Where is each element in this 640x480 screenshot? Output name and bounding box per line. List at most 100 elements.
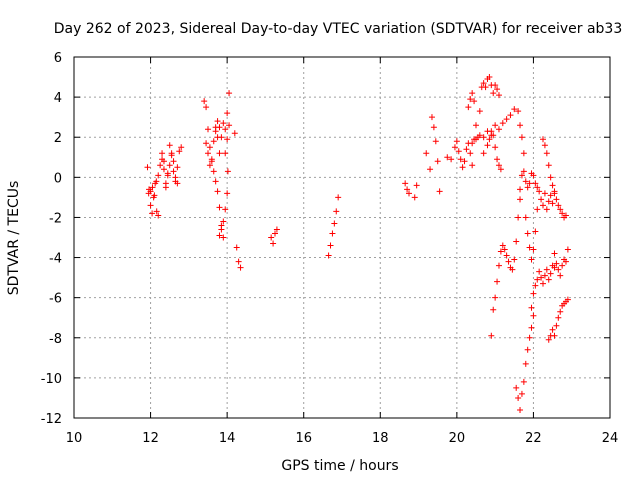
- data-point: [333, 208, 340, 215]
- x-tick-label: 20: [449, 431, 466, 446]
- data-point: [517, 122, 524, 129]
- data-point: [216, 124, 223, 131]
- data-point: [170, 158, 177, 165]
- data-point: [488, 332, 495, 339]
- data-point: [492, 294, 499, 301]
- data-point: [551, 332, 558, 339]
- data-point: [432, 138, 439, 145]
- data-point: [222, 150, 229, 157]
- data-points: [144, 74, 571, 413]
- data-point: [530, 290, 537, 297]
- data-point: [494, 86, 501, 93]
- data-point: [495, 162, 502, 169]
- data-point: [159, 156, 166, 163]
- plot-frame: [73, 56, 611, 419]
- data-point: [564, 296, 571, 303]
- data-point: [164, 172, 171, 179]
- data-point: [549, 200, 556, 207]
- data-point: [218, 226, 225, 233]
- data-point: [522, 214, 529, 221]
- data-point: [564, 246, 571, 253]
- x-axis-label: GPS time / hours: [281, 458, 398, 474]
- data-point: [471, 98, 478, 105]
- data-point: [517, 186, 524, 193]
- data-point: [459, 164, 466, 171]
- data-point: [162, 184, 169, 191]
- x-tick-label: 24: [602, 431, 619, 446]
- data-point: [436, 188, 443, 195]
- data-point: [206, 162, 213, 169]
- data-point: [402, 180, 409, 187]
- data-point: [522, 360, 529, 367]
- data-point: [545, 198, 552, 205]
- data-point: [524, 184, 531, 191]
- data-point: [473, 122, 479, 129]
- data-point: [486, 74, 493, 81]
- data-point: [205, 126, 211, 133]
- data-point: [488, 128, 495, 135]
- data-point: [214, 118, 221, 125]
- x-tick-label: 10: [66, 431, 83, 446]
- data-point: [467, 96, 474, 103]
- data-point: [555, 314, 562, 321]
- data-point: [530, 172, 537, 179]
- data-point: [549, 326, 556, 333]
- data-point: [226, 90, 233, 97]
- data-point: [547, 192, 554, 199]
- data-point: [551, 264, 558, 271]
- data-point: [222, 206, 229, 213]
- data-point: [411, 194, 418, 201]
- data-point: [235, 258, 242, 265]
- data-point: [490, 132, 497, 139]
- data-point: [492, 82, 499, 89]
- data-point: [444, 154, 451, 161]
- y-tick-label: 6: [54, 51, 62, 66]
- data-point: [494, 278, 501, 285]
- data-point: [557, 272, 564, 279]
- y-tick-label: -6: [49, 292, 62, 307]
- data-point: [530, 312, 537, 319]
- data-point: [532, 282, 539, 289]
- data-point: [499, 242, 506, 249]
- data-point: [406, 190, 412, 197]
- data-point: [168, 150, 175, 157]
- data-point: [492, 122, 499, 129]
- data-point: [515, 108, 522, 115]
- data-point: [220, 234, 227, 241]
- data-point: [273, 226, 280, 233]
- data-point: [536, 188, 543, 195]
- data-point: [540, 280, 546, 287]
- data-point: [325, 252, 332, 259]
- data-point: [331, 220, 338, 227]
- data-point: [486, 136, 493, 143]
- data-point: [513, 384, 520, 391]
- y-tick-label: 4: [54, 91, 62, 106]
- y-tick-label: -10: [41, 372, 62, 387]
- data-point: [495, 92, 502, 99]
- data-point: [469, 162, 476, 169]
- data-point: [501, 246, 508, 253]
- data-point: [530, 246, 537, 253]
- data-point: [216, 204, 223, 211]
- x-tick-label: 22: [525, 431, 542, 446]
- data-point: [172, 174, 179, 181]
- data-point: [237, 264, 244, 271]
- data-point: [545, 162, 552, 169]
- data-point: [203, 104, 210, 111]
- data-point: [216, 232, 223, 239]
- data-point: [543, 266, 550, 273]
- data-point: [160, 166, 167, 173]
- data-point: [559, 262, 566, 269]
- data-point: [423, 150, 430, 157]
- data-point: [469, 140, 476, 147]
- data-point: [545, 276, 552, 283]
- data-point: [497, 248, 504, 255]
- data-point: [549, 182, 556, 189]
- y-tick-labels: -12 -10 -8 -6 -4 -2 0 2 4 6: [41, 51, 62, 427]
- x-tick-labels: 10 12 14 16 18 20 22 24: [66, 431, 619, 446]
- data-point: [166, 142, 173, 149]
- data-point: [335, 194, 342, 201]
- data-point: [547, 270, 554, 277]
- data-point: [492, 144, 499, 151]
- data-point: [153, 178, 160, 185]
